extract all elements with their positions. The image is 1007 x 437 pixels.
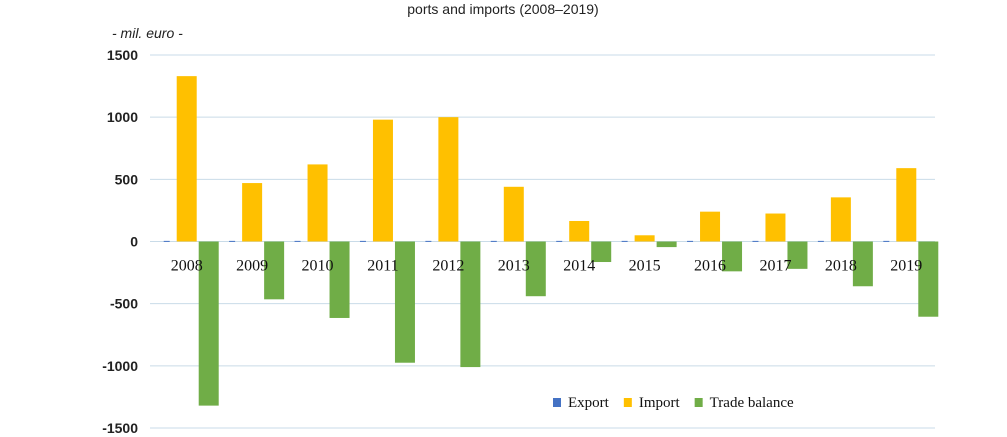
y-tick-label: -500 <box>110 296 138 312</box>
x-tick-label: 2009 <box>236 258 268 275</box>
x-tick-label: 2018 <box>825 258 857 275</box>
bar-import <box>503 186 524 242</box>
bar-export <box>817 240 824 242</box>
legend: Export Import Trade balance <box>553 395 794 411</box>
bar-import <box>634 235 655 242</box>
bar-trade-balance <box>591 241 612 263</box>
bar-export <box>163 240 170 242</box>
chart-title: ports and imports (2008–2019) <box>407 1 598 17</box>
y-tick-label: 1000 <box>107 109 138 125</box>
legend-swatch <box>553 398 561 407</box>
y-tick-label: 0 <box>130 234 138 250</box>
bar-export <box>556 240 563 242</box>
bar-import <box>242 183 263 242</box>
bar-import <box>765 213 786 242</box>
bar-import <box>176 76 197 242</box>
legend-swatch <box>623 398 632 407</box>
bar-trade-balance <box>722 241 743 272</box>
bar-import <box>307 164 328 242</box>
y-tick-label: -1000 <box>102 358 138 374</box>
bar-export <box>359 240 366 242</box>
bar-import <box>438 117 459 242</box>
y-tick-labels: 1500 1000 500 0 -500 -1000 -1500 <box>102 47 138 436</box>
y-tick-label: -1500 <box>102 420 138 436</box>
bar-trade-balance <box>394 241 415 363</box>
bar-trade-balance <box>525 241 546 297</box>
legend-label: Import <box>639 395 681 411</box>
bar-trade-balance <box>329 241 350 318</box>
bar-trade-balance <box>264 241 285 300</box>
bar-trade-balance <box>460 241 481 368</box>
bar-export <box>294 240 301 242</box>
bar-export <box>687 240 694 242</box>
bar-export <box>229 240 236 242</box>
x-tick-label: 2012 <box>432 258 464 275</box>
bars <box>163 76 939 406</box>
x-tick-label: 2017 <box>759 258 791 275</box>
bar-import <box>569 220 590 242</box>
bar-trade-balance <box>656 241 677 248</box>
bar-trade-balance <box>918 241 939 317</box>
y-tick-label: 500 <box>115 171 139 187</box>
x-tick-label: 2014 <box>563 258 595 275</box>
x-tick-label: 2010 <box>302 258 334 275</box>
bar-export <box>752 240 759 242</box>
bar-import <box>830 197 851 242</box>
unit-label: - mil. euro - <box>112 25 183 41</box>
bar-import <box>372 119 393 242</box>
legend-label: Trade balance <box>710 395 794 411</box>
x-tick-label: 2019 <box>890 258 922 275</box>
bar-trade-balance <box>852 241 873 287</box>
y-tick-label: 1500 <box>107 47 138 63</box>
legend-swatch <box>694 398 703 407</box>
legend-label: Export <box>568 395 610 411</box>
bar-trade-balance <box>787 241 808 269</box>
x-tick-label: 2015 <box>629 258 661 275</box>
x-tick-label: 2013 <box>498 258 530 275</box>
bar-import <box>700 211 721 242</box>
x-tick-labels: 2008 2009 2010 2011 2012 2013 2014 2015 2016 2017… <box>171 258 923 275</box>
bar-export <box>425 240 432 242</box>
bar-export <box>621 240 628 242</box>
bar-export <box>883 240 890 242</box>
bar-export <box>490 240 497 242</box>
bar-import <box>896 168 917 242</box>
x-tick-label: 2008 <box>171 258 203 275</box>
bar-trade-balance <box>198 241 219 406</box>
x-tick-label: 2011 <box>367 258 398 275</box>
x-tick-label: 2016 <box>694 258 726 275</box>
